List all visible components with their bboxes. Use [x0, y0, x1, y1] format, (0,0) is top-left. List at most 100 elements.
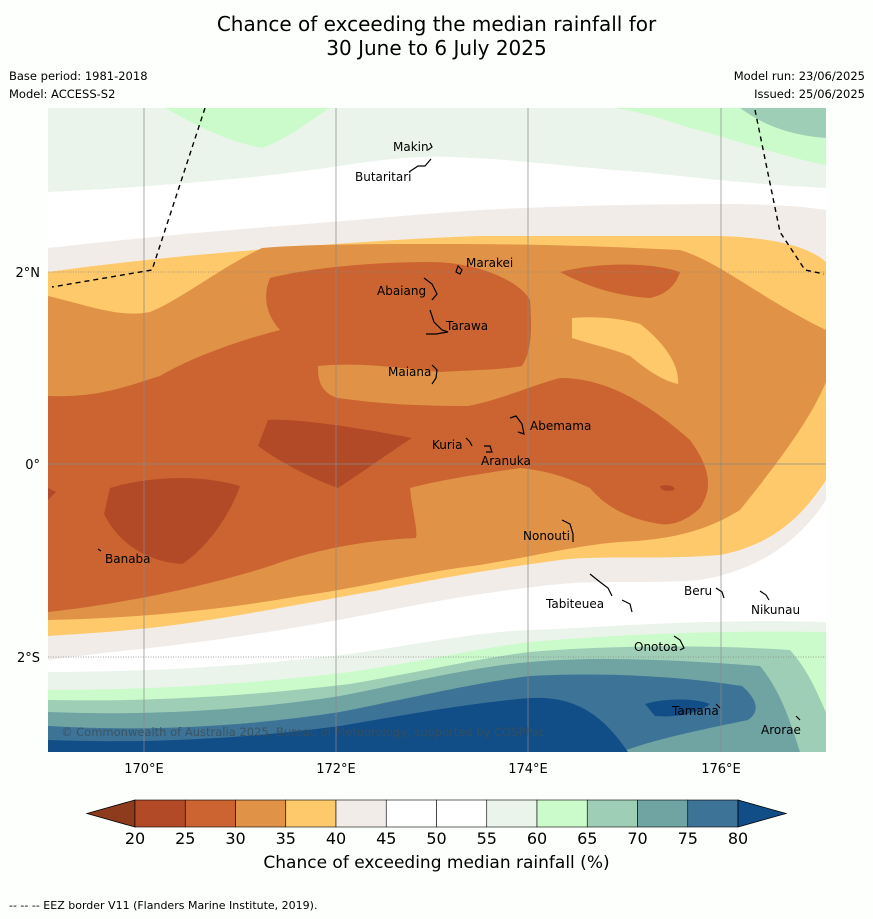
eez-border [51, 108, 825, 288]
label-aranuka: Aranuka [481, 454, 531, 468]
island-aranuka [484, 445, 493, 453]
eez-footnote: -- -- -- EEZ border V11 (Flanders Marine… [9, 899, 318, 912]
eez-line-west [51, 108, 206, 288]
island-nikunau [759, 590, 770, 601]
colorbar-title: Chance of exceeding median rainfall (%) [263, 853, 610, 873]
label-banaba: Banaba [105, 552, 151, 566]
title-line-1: Chance of exceeding the median rainfall … [216, 12, 657, 36]
colorbar-under-triangle [85, 799, 136, 828]
colorbar-box-45-50 [385, 799, 437, 828]
colorbar-box-20-25 [134, 799, 186, 828]
contour-65-70-north-east [740, 108, 826, 138]
island-tabiteuea-north [589, 573, 613, 597]
colorbar-box-30-35 [235, 799, 287, 828]
meta-right: Model run: 23/06/2025 Issued: 25/06/2025 [734, 67, 865, 103]
x-tick-170e: 170°E [124, 762, 164, 777]
place-labels: Makin Butaritari Marakei Abaiang Tarawa … [105, 140, 801, 737]
island-maiana [431, 364, 438, 385]
island-abemama [509, 415, 525, 435]
colorbar-tick-55: 55 [477, 829, 497, 848]
contour-above-80-tamana [645, 699, 710, 717]
island-marakei [455, 264, 463, 275]
label-tabiteuea: Tabiteuea [545, 597, 604, 611]
graticule [48, 108, 826, 752]
label-tarawa: Tarawa [445, 319, 488, 333]
colorbar: 20 25 30 35 40 45 50 55 60 65 70 75 80 [85, 799, 788, 848]
colorbar-box-65-70 [586, 799, 638, 828]
colorbar-box-50-55 [436, 799, 488, 828]
colorbar-box-40-45 [335, 799, 387, 828]
island-banaba [97, 548, 102, 552]
label-maiana: Maiana [388, 365, 431, 379]
y-tick-0: 0° [25, 458, 40, 473]
colorbar-tick-80: 80 [728, 829, 748, 848]
label-onotoa: Onotoa [634, 640, 678, 654]
island-tarawa [426, 309, 449, 335]
y-tick-2s: 2°S [17, 651, 40, 666]
island-kuria [465, 437, 473, 447]
label-nikunau: Nikunau [751, 603, 800, 617]
label-beru: Beru [684, 584, 712, 598]
rainfall-map: Makin Butaritari Marakei Abaiang Tarawa … [48, 108, 826, 752]
colorbar-tick-50: 50 [426, 829, 446, 848]
label-tamana: Tamana [671, 704, 719, 718]
colorbar-tick-60: 60 [527, 829, 547, 848]
contour-25-30-east-patch [560, 264, 680, 298]
contour-20-25-speck [660, 485, 675, 491]
colorbar-tick-65: 65 [577, 829, 597, 848]
colorbar-box-70-75 [637, 799, 689, 828]
contour-60-65-north-west [165, 108, 330, 148]
colorbar-tick-20: 20 [125, 829, 145, 848]
colorbar-tick-45: 45 [376, 829, 396, 848]
contour-above-80-south-west [48, 697, 628, 752]
label-kuria: Kuria [432, 438, 463, 452]
label-butaritari: Butaritari [355, 170, 412, 184]
colorbar-box-60-65 [536, 799, 588, 828]
title-line-2: 30 June to 6 July 2025 [326, 36, 547, 60]
model-run: Model run: 23/06/2025 [733, 69, 865, 83]
colorbar-over-triangle [737, 799, 788, 828]
island-abaiang [423, 277, 438, 301]
copyright-notice: © Commonwealth of Australia 2025, Bureau… [61, 725, 545, 739]
contour-20-25-west [104, 477, 240, 564]
island-tamana [715, 703, 721, 709]
island-makin [427, 142, 433, 151]
colorbar-box-35-40 [285, 799, 337, 828]
island-onotoa [673, 635, 685, 651]
label-nonouti: Nonouti [523, 529, 570, 543]
colorbar-tick-70: 70 [627, 829, 647, 848]
contour-20-25-central [258, 419, 412, 488]
colorbar-tick-75: 75 [678, 829, 698, 848]
contour-20-25-edge [48, 488, 56, 500]
axis-labels: 170°E 172°E 174°E 176°E 2°N 0° 2°S [16, 266, 741, 777]
colorbar-box-25-30 [184, 799, 236, 828]
chart-title: Chance of exceeding the median rainfall … [0, 12, 873, 60]
island-beru [715, 587, 725, 599]
colorbar-box-55-60 [486, 799, 538, 828]
x-tick-176e: 176°E [701, 762, 741, 777]
island-tabiteuea-south [621, 599, 633, 613]
issued-date: Issued: 25/06/2025 [754, 87, 865, 101]
island-arorae [795, 715, 801, 721]
label-abaiang: Abaiang [377, 284, 426, 298]
islands [97, 142, 801, 721]
contour-35-40-hole [572, 317, 679, 384]
eez-line-east [754, 109, 825, 275]
island-butaritari [408, 158, 432, 173]
colorbar-tick-35: 35 [276, 829, 296, 848]
label-marakei: Marakei [466, 256, 513, 270]
x-tick-174e: 174°E [508, 762, 548, 777]
colorbar-tick-25: 25 [175, 829, 195, 848]
colorbar-tick-40: 40 [326, 829, 346, 848]
colorbar-box-75-80 [687, 799, 739, 828]
y-tick-2n: 2°N [16, 266, 41, 281]
label-abemama: Abemama [530, 419, 591, 433]
meta-left: Base period: 1981-2018 Model: ACCESS-S2 [9, 67, 148, 103]
x-tick-172e: 172°E [316, 762, 356, 777]
island-nonouti [561, 519, 574, 542]
label-makin: Makin [393, 140, 429, 154]
model-name: Model: ACCESS-S2 [9, 87, 116, 101]
base-period: Base period: 1981-2018 [9, 69, 148, 83]
colorbar-tick-30: 30 [225, 829, 245, 848]
